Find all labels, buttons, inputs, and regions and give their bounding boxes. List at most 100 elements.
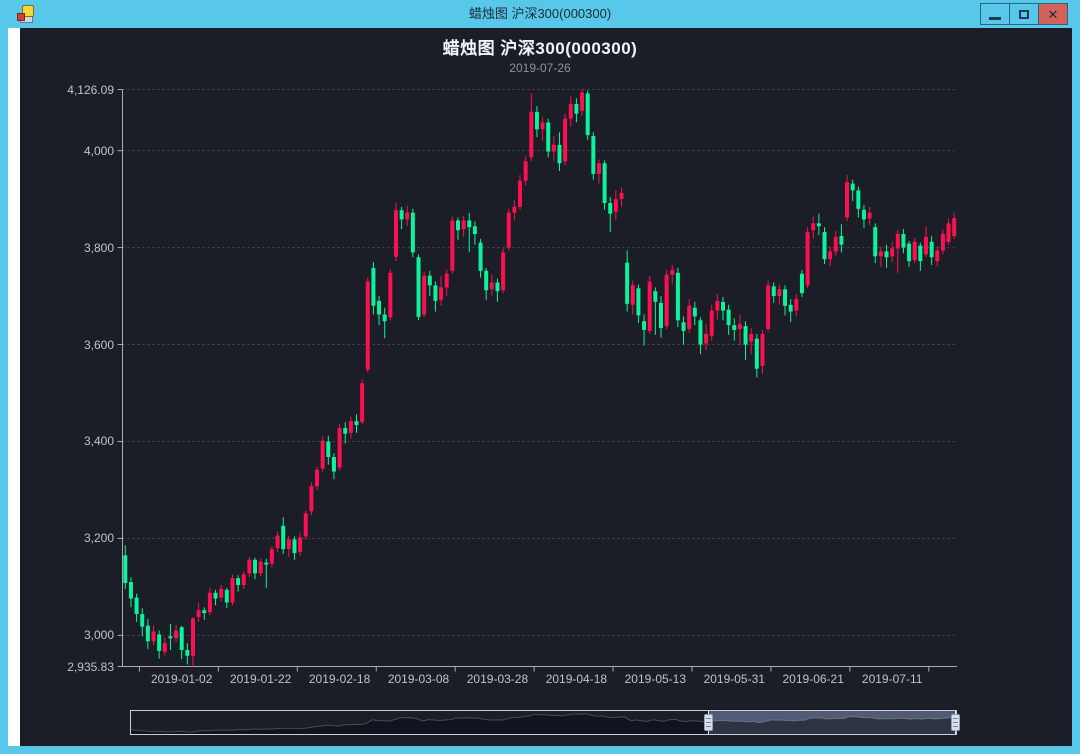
candle-down xyxy=(721,301,726,311)
candle-down xyxy=(433,285,438,301)
candle-down xyxy=(145,625,150,642)
candle-down xyxy=(134,597,139,615)
window-controls: ✕ xyxy=(980,3,1068,25)
candle-down xyxy=(822,232,827,260)
candle-down xyxy=(495,282,500,292)
application-icon xyxy=(17,5,34,23)
x-axis-label: 2019-03-08 xyxy=(387,672,450,686)
candle-up xyxy=(845,182,850,218)
datazoom-slider[interactable] xyxy=(130,710,960,735)
candle-down xyxy=(591,136,596,174)
y-axis-label: 2,935.83 xyxy=(67,659,114,674)
y-axis-label: 3,800 xyxy=(83,240,114,255)
candle-up xyxy=(715,300,720,311)
datazoom-shadow-area xyxy=(131,713,956,734)
candle-up xyxy=(568,104,573,119)
candle-down xyxy=(224,589,229,603)
candle-down xyxy=(918,245,923,262)
candle-up xyxy=(405,212,410,220)
candle-up xyxy=(760,333,765,366)
datazoom-shadow-line xyxy=(131,713,956,733)
candle-up xyxy=(895,234,900,249)
candle-up xyxy=(258,561,263,574)
datazoom-right-handle[interactable] xyxy=(951,714,960,731)
candle-down xyxy=(427,275,432,286)
candle-up xyxy=(952,218,957,236)
candle-up xyxy=(501,252,506,291)
candle-up xyxy=(348,421,353,433)
close-button[interactable]: ✕ xyxy=(1038,3,1068,25)
candle-up xyxy=(766,285,771,330)
candle-up xyxy=(540,122,545,130)
candle-down xyxy=(281,525,286,550)
candle-up xyxy=(596,163,601,174)
chart-canvas xyxy=(20,28,1072,746)
candle-down xyxy=(123,555,128,584)
candle-up xyxy=(286,539,291,550)
candle-up xyxy=(664,274,669,327)
candle-down xyxy=(856,190,861,209)
candle-down xyxy=(850,183,855,191)
candle-down xyxy=(608,202,613,214)
candle-up xyxy=(298,537,303,553)
candle-down xyxy=(783,289,788,306)
candle-up xyxy=(489,282,494,290)
candle-down xyxy=(585,93,590,136)
candle-down xyxy=(754,338,759,369)
candle-up xyxy=(749,333,754,342)
candle-down xyxy=(799,273,804,294)
y-axis-label: 4,126.09 xyxy=(67,82,114,97)
candle-up xyxy=(461,220,466,230)
candle-down xyxy=(202,610,207,614)
candle-up xyxy=(580,92,585,111)
candle-down xyxy=(253,559,258,574)
candle-up xyxy=(439,287,444,300)
candle-up xyxy=(303,513,308,537)
candle-down xyxy=(726,309,731,326)
x-axis-label: 2019-07-11 xyxy=(861,672,923,686)
candle-up xyxy=(828,251,833,260)
candle-up xyxy=(151,631,156,642)
candle-down xyxy=(698,320,703,345)
candle-down xyxy=(467,220,472,228)
candle-up xyxy=(518,180,523,207)
candle-down xyxy=(264,562,269,565)
left-panel-strip xyxy=(8,28,20,746)
candle-down xyxy=(416,257,421,317)
candle-up xyxy=(935,250,940,262)
candle-up xyxy=(878,251,883,257)
candle-up xyxy=(506,212,511,248)
candle-down xyxy=(788,304,793,312)
candle-down xyxy=(546,122,551,152)
candle-down xyxy=(816,223,821,227)
candle-down xyxy=(907,243,912,262)
candle-down xyxy=(557,144,562,164)
title-bar[interactable]: 蜡烛图 沪深300(000300) ✕ xyxy=(0,0,1080,28)
candle-down xyxy=(675,272,680,321)
candle-down xyxy=(929,241,934,258)
candle-up xyxy=(737,324,742,330)
candle-down xyxy=(681,322,686,331)
candle-down xyxy=(901,234,906,248)
datazoom-left-handle[interactable] xyxy=(704,714,713,731)
candle-down xyxy=(213,592,218,599)
candle-up xyxy=(444,273,449,288)
candle-up xyxy=(811,223,816,231)
candle-down xyxy=(484,270,489,291)
close-icon: ✕ xyxy=(1047,6,1059,22)
candle-up xyxy=(450,220,455,271)
candle-down xyxy=(658,302,663,329)
candle-down xyxy=(354,421,359,426)
candle-up xyxy=(360,383,365,423)
candle-down xyxy=(873,227,878,257)
maximize-icon xyxy=(1019,9,1029,19)
chart-title: 蜡烛图 沪深300(000300) xyxy=(442,39,638,58)
candle-up xyxy=(388,272,393,318)
candle-down xyxy=(478,242,483,271)
candle-down xyxy=(168,636,173,639)
candle-down xyxy=(326,441,331,457)
candle-up xyxy=(613,199,618,212)
candle-down xyxy=(399,210,404,220)
y-axis-label: 3,600 xyxy=(83,337,114,352)
